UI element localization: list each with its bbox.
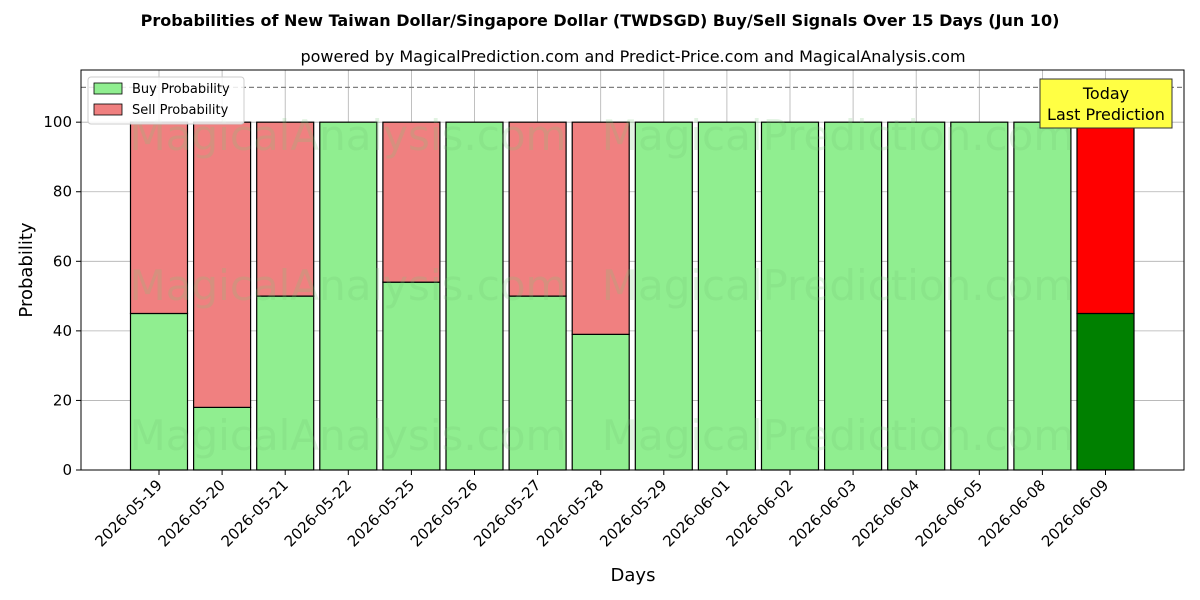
y-tick-label: 0 [62, 461, 72, 479]
watermark-text: MagicalPrediction.com [602, 261, 1075, 310]
legend-box [87, 76, 245, 125]
buy-bar [256, 295, 315, 471]
sell-bar [382, 121, 441, 283]
chart-title: Probabilities of New Taiwan Dollar/Singa… [141, 11, 1060, 30]
y-tick-label: 100 [43, 113, 72, 131]
x-tick-label: 2026-06-02 [722, 476, 796, 550]
legend: Buy Probability Sell Probability [87, 76, 245, 125]
buy-bar [697, 121, 757, 471]
x-tick-label: 2026-05-26 [407, 476, 481, 550]
buy-bar [823, 121, 883, 471]
y-tick-label: 80 [53, 183, 72, 201]
x-tick-label: 2026-05-29 [596, 476, 670, 550]
buy-bar [950, 121, 1009, 471]
sell-bar [1076, 121, 1135, 315]
buy-bar [193, 406, 252, 471]
buy-bar [571, 333, 630, 471]
buy-bar [508, 295, 567, 471]
watermark-text: MagicalPrediction.com [602, 111, 1075, 160]
bars [129, 121, 1135, 471]
legend-label: Buy Probability [132, 82, 230, 97]
x-tick-label: 2026-05-22 [281, 476, 355, 550]
annotation-text: Last Prediction [1047, 105, 1165, 124]
x-tick-label: 2026-06-08 [975, 476, 1049, 550]
buy-bar [1013, 121, 1072, 471]
y-tick-label: 60 [53, 252, 72, 270]
watermark-text: MagicalAnalysis.com [130, 261, 567, 310]
annotation-text: Today [1082, 84, 1129, 103]
x-tick-label: 2026-05-19 [91, 476, 165, 550]
y-axis-ticks: 0 20 40 60 80 100 [43, 113, 81, 479]
sell-bar [129, 121, 189, 315]
buy-bar [319, 121, 378, 471]
buy-bar [887, 121, 946, 471]
sell-bar [571, 121, 630, 335]
annotation-box [1039, 78, 1173, 129]
x-tick-label: 2026-06-01 [659, 476, 733, 550]
x-tick-label: 2026-05-21 [218, 476, 292, 550]
watermark-text: MagicalPrediction.com [602, 411, 1075, 460]
x-axis-label: Days [611, 565, 656, 586]
x-tick-label: 2026-05-25 [344, 476, 418, 550]
chart-subtitle: powered by MagicalPrediction.com and Pre… [300, 47, 965, 66]
plot-frame [80, 69, 1185, 471]
sell-bar [508, 121, 567, 297]
buy-bar [760, 121, 820, 471]
legend-label: Sell Probability [132, 103, 229, 118]
x-tick-label: 2026-06-03 [786, 476, 860, 550]
x-tick-label: 2026-05-20 [155, 476, 229, 550]
buy-bar [634, 121, 693, 471]
x-tick-label: 2026-05-27 [470, 476, 544, 550]
watermark-text: MagicalAnalysis.com [130, 411, 567, 460]
y-tick-label: 20 [53, 391, 72, 409]
y-axis-label: Probability [16, 222, 37, 317]
watermarks: MagicalAnalysis.com MagicalPrediction.com… [130, 111, 1075, 460]
x-tick-label: 2026-06-05 [912, 476, 986, 550]
legend-swatch [93, 103, 123, 116]
y-tick-label: 40 [53, 322, 72, 340]
x-tick-label: 2026-06-09 [1038, 476, 1112, 550]
buy-bar [445, 121, 504, 471]
x-axis-ticks: 2026-05-192026-05-202026-05-212026-05-22… [91, 470, 1112, 550]
buy-bar [1076, 312, 1135, 471]
x-tick-label: 2026-06-04 [849, 476, 923, 550]
x-tick-label: 2026-05-28 [533, 476, 607, 550]
today-annotation: Today Last Prediction [1039, 78, 1173, 129]
sell-bar [256, 121, 315, 297]
legend-swatch [93, 82, 123, 95]
